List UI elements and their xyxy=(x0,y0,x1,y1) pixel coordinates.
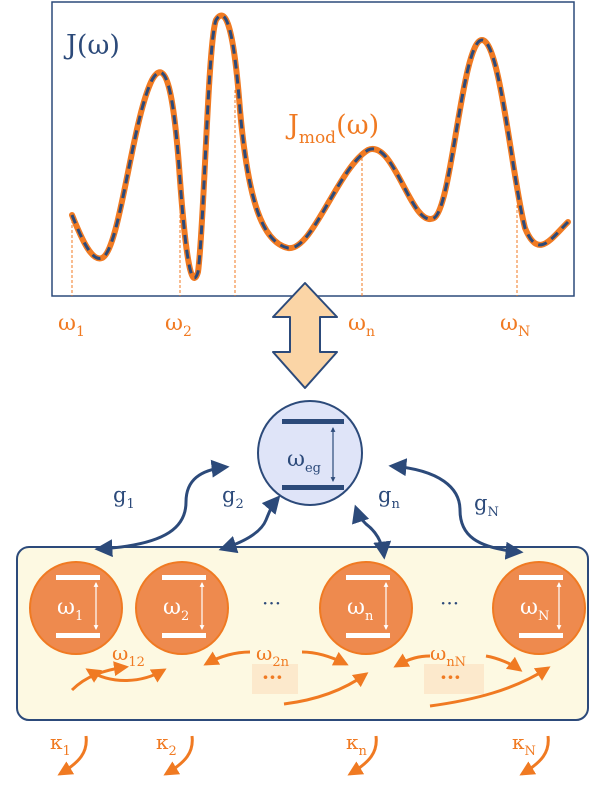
loss-arrow-1 xyxy=(57,735,88,776)
mode-circle xyxy=(492,561,586,655)
mode-coupling-arrow-1N xyxy=(70,661,129,692)
curve-j xyxy=(70,14,570,280)
mode-coupling-arrow-2n-b xyxy=(301,650,349,666)
mode-coupling-arrow-2n xyxy=(203,650,251,666)
mode-frequency-label: ωN xyxy=(520,595,549,624)
modes-ellipsis-1: ··· xyxy=(262,591,281,615)
coupling-arrow-N xyxy=(388,458,524,560)
mode-n: ωn xyxy=(319,561,413,655)
modes-ellipsis-2: ··· xyxy=(440,591,459,615)
mode-upper-level xyxy=(519,575,563,580)
mode-coupling-arrow-nN xyxy=(393,653,431,668)
dots-patch-1 xyxy=(252,664,298,694)
coupling-arrow-2 xyxy=(218,495,281,554)
mode-lower-level xyxy=(519,633,563,638)
mode-circle xyxy=(29,561,123,655)
spectral-plot: J(ω) Jmod(ω) ω1 ω2 ωn ωN xyxy=(51,1,575,340)
coupling-label-n: gn xyxy=(378,483,400,512)
emitter-circle xyxy=(257,400,363,506)
loss-arrow-N xyxy=(519,735,550,776)
emitter: ωeg xyxy=(257,400,363,506)
mapping-double-arrow xyxy=(272,282,338,389)
freq-label-2: ω2 xyxy=(165,311,192,340)
mode-circle xyxy=(319,561,413,655)
mode-coupling-label-2n: ω2n xyxy=(256,641,290,670)
j-omega-label: J(ω) xyxy=(63,30,120,61)
excited-level xyxy=(282,419,344,424)
mode-frequency-label: ω1 xyxy=(57,595,83,624)
coupling-arrows xyxy=(94,458,524,560)
loss-arrows xyxy=(57,735,550,776)
jmod-omega-label: Jmod(ω) xyxy=(285,110,379,148)
freq-label-n: ωn xyxy=(348,311,375,340)
mode-frequency-label: ω2 xyxy=(163,595,189,624)
mode-lower-level xyxy=(162,633,206,638)
mode-2: ω2 xyxy=(135,561,229,655)
loss-arrow-2 xyxy=(163,735,194,776)
mode-coupling-arrow-long-n xyxy=(283,672,369,706)
loss-arrow-n xyxy=(347,735,378,776)
mode-1: ω1 xyxy=(29,561,123,655)
mode-coupling-label-12: ω12 xyxy=(112,641,145,670)
ground-level xyxy=(282,485,344,490)
mode-coupling-dots-1: ··· xyxy=(262,665,283,689)
mode-circle xyxy=(135,561,229,655)
mode-coupling-label-nN: ωnN xyxy=(430,641,466,670)
mode-coupling-arrow-long-N xyxy=(429,666,551,708)
mode-lower-level xyxy=(56,633,100,638)
loss-label-1: κ1 xyxy=(50,730,71,759)
loss-label-n: κn xyxy=(346,730,368,759)
coupling-label-N: gN xyxy=(474,491,499,520)
mode-lower-level xyxy=(346,633,390,638)
freq-label-N: ωN xyxy=(500,311,530,340)
loss-label-N: κN xyxy=(512,730,536,759)
coupling-arrow-1 xyxy=(94,459,230,558)
plot-frame xyxy=(51,1,575,297)
emitter-frequency-label: ωeg xyxy=(287,447,321,476)
freq-label-1: ω1 xyxy=(58,311,85,340)
mode-coupling-arrows xyxy=(70,650,551,708)
coupling-label-1: g1 xyxy=(113,483,135,512)
mode-upper-level xyxy=(162,575,206,580)
mode-coupling-arrow-nN-b xyxy=(485,654,523,672)
mode-frequency-label: ωn xyxy=(347,595,374,624)
loss-label-2: κ2 xyxy=(156,730,177,759)
mode-upper-level xyxy=(56,575,100,580)
dots-patch-2 xyxy=(424,664,484,694)
coupling-label-2: g2 xyxy=(222,483,244,512)
mode-coupling-dots-2: ··· xyxy=(440,665,461,689)
mode-N: ωN xyxy=(492,561,586,655)
coupling-arrow-n xyxy=(352,504,392,560)
mode-upper-level xyxy=(346,575,390,580)
